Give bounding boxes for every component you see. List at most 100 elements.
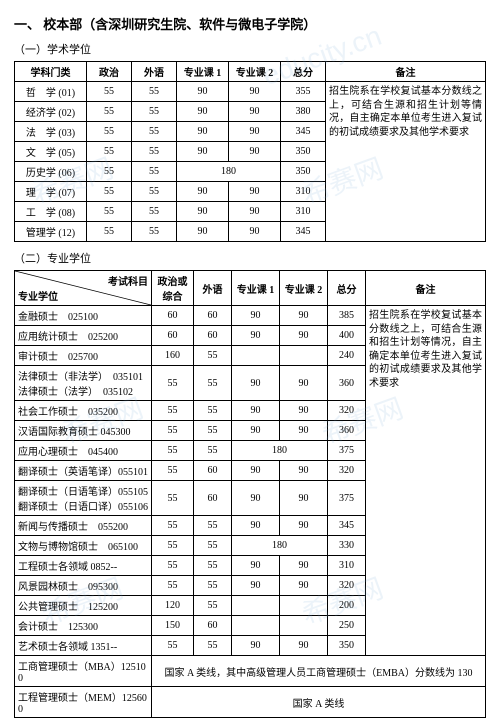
cell: 400 xyxy=(328,326,366,346)
diagonal-header: 专业学位考试科目 xyxy=(15,271,152,306)
cell: 55 xyxy=(132,82,177,102)
cell: 55 xyxy=(194,401,232,421)
cell: 150 xyxy=(152,616,194,636)
cell: 90 xyxy=(229,102,281,122)
cell: 55 xyxy=(152,441,194,461)
row-name: 新闻与传播硕士 055200 xyxy=(15,516,152,536)
cell: 90 xyxy=(232,366,280,401)
cell: 55 xyxy=(194,576,232,596)
col-header: 总分 xyxy=(281,62,326,82)
cell: 360 xyxy=(328,366,366,401)
col-header: 总分 xyxy=(328,271,366,306)
cell: 90 xyxy=(232,636,280,656)
section1-heading: （一）学术学位 xyxy=(14,41,486,57)
col-header: 专业课 2 xyxy=(280,271,328,306)
footer-text: 国家 A 类线 xyxy=(152,687,486,718)
row-name: 翻译硕士（日语笔译）055105翻译硕士（日语口译）055106 xyxy=(15,481,152,516)
cell: 310 xyxy=(328,556,366,576)
cell xyxy=(280,616,328,636)
cell: 200 xyxy=(328,596,366,616)
cell: 385 xyxy=(328,306,366,326)
cell: 330 xyxy=(328,536,366,556)
cell: 90 xyxy=(280,481,328,516)
cell: 55 xyxy=(152,461,194,481)
cell: 375 xyxy=(328,481,366,516)
cell: 55 xyxy=(87,102,132,122)
cell: 320 xyxy=(328,576,366,596)
cell: 55 xyxy=(152,516,194,536)
cell: 345 xyxy=(281,122,326,142)
cell: 90 xyxy=(280,306,328,326)
cell: 90 xyxy=(280,326,328,346)
row-name: 管理学 (12) xyxy=(15,222,87,242)
cell: 55 xyxy=(132,122,177,142)
cell: 350 xyxy=(281,162,326,182)
cell: 60 xyxy=(152,326,194,346)
cell: 55 xyxy=(132,202,177,222)
cell: 90 xyxy=(232,576,280,596)
cell: 310 xyxy=(281,202,326,222)
cell: 90 xyxy=(232,516,280,536)
cell: 55 xyxy=(194,366,232,401)
cell: 90 xyxy=(229,182,281,202)
cell xyxy=(232,596,280,616)
cell: 90 xyxy=(232,326,280,346)
col-header: 外语 xyxy=(194,271,232,306)
cell xyxy=(232,346,280,366)
cell: 90 xyxy=(177,142,229,162)
cell: 55 xyxy=(152,556,194,576)
cell: 55 xyxy=(152,576,194,596)
row-name: 翻译硕士（英语笔译）055101 xyxy=(15,461,152,481)
row-name: 工程硕士各领域 0852-- xyxy=(15,556,152,576)
cell: 90 xyxy=(229,222,281,242)
col-header: 备注 xyxy=(326,62,486,82)
cell: 55 xyxy=(152,366,194,401)
cell: 60 xyxy=(152,306,194,326)
cell: 55 xyxy=(194,556,232,576)
cell: 60 xyxy=(194,481,232,516)
cell: 90 xyxy=(177,202,229,222)
row-name: 哲 学 (01) xyxy=(15,82,87,102)
cell: 90 xyxy=(229,142,281,162)
col-header: 备注 xyxy=(366,271,486,306)
cell xyxy=(232,616,280,636)
cell: 55 xyxy=(87,82,132,102)
cell: 55 xyxy=(87,182,132,202)
footer-text: 国家 A 类线，其中高级管理人员工商管理硕士（EMBA）分数线为 130 xyxy=(152,656,486,687)
row-name: 法 学 (03) xyxy=(15,122,87,142)
cell: 90 xyxy=(280,461,328,481)
cell: 90 xyxy=(232,401,280,421)
col-header: 学科门类 xyxy=(15,62,87,82)
row-name: 应用统计硕士 025200 xyxy=(15,326,152,346)
table-row: 工商管理硕士（MBA）125100国家 A 类线，其中高级管理人员工商管理硕士（… xyxy=(15,656,486,687)
cell: 60 xyxy=(194,461,232,481)
cell xyxy=(280,346,328,366)
cell: 355 xyxy=(281,82,326,102)
notes-cell: 招生院系在学校复试基本分数线之上，可结合生源和招生计划等情况，自主确定本单位考生… xyxy=(326,82,486,242)
cell: 55 xyxy=(87,162,132,182)
cell: 90 xyxy=(232,306,280,326)
row-name: 汉语国际教育硕士 045300 xyxy=(15,421,152,441)
row-name: 应用心理硕士 045400 xyxy=(15,441,152,461)
cell: 55 xyxy=(194,421,232,441)
row-name: 理 学 (07) xyxy=(15,182,87,202)
row-name: 文物与博物馆硕士 065100 xyxy=(15,536,152,556)
row-name: 工程管理硕士（MEM）125600 xyxy=(15,687,152,718)
cell: 55 xyxy=(194,636,232,656)
cell: 90 xyxy=(177,82,229,102)
cell: 90 xyxy=(177,222,229,242)
cell: 90 xyxy=(280,516,328,536)
cell: 250 xyxy=(328,616,366,636)
cell: 90 xyxy=(177,182,229,202)
cell: 90 xyxy=(229,202,281,222)
cell: 55 xyxy=(87,202,132,222)
row-name: 风景园林硕士 095300 xyxy=(15,576,152,596)
row-name: 工商管理硕士（MBA）125100 xyxy=(15,656,152,687)
col-header: 政治 xyxy=(87,62,132,82)
row-name: 历史学 (06) xyxy=(15,162,87,182)
cell: 60 xyxy=(194,616,232,636)
cell: 90 xyxy=(280,636,328,656)
row-name: 公共管理硕士 125200 xyxy=(15,596,152,616)
cell: 55 xyxy=(132,182,177,202)
cell: 90 xyxy=(229,122,281,142)
